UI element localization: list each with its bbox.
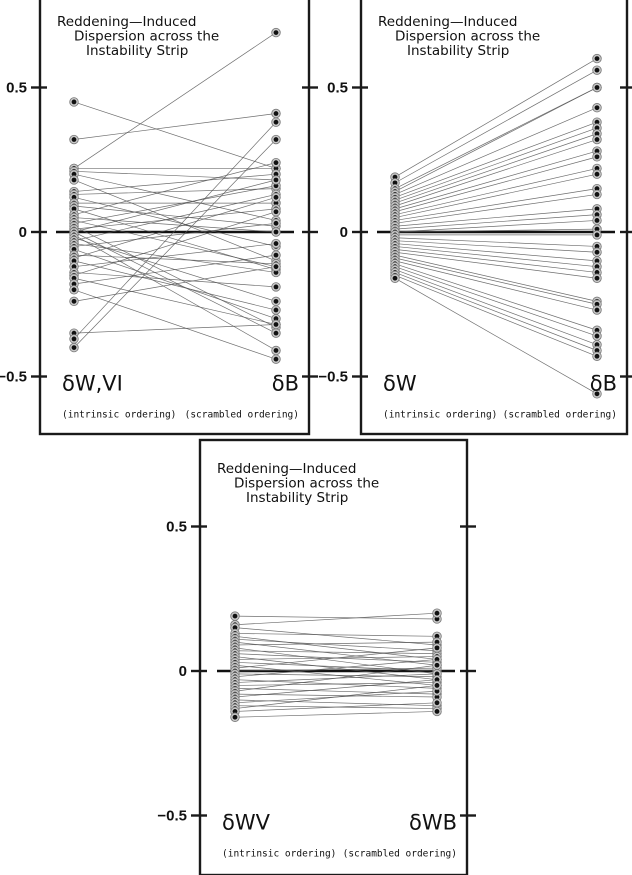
y-tick-label: 0 [19, 224, 27, 241]
connector-lines [234, 612, 438, 718]
plot-frame [359, 0, 629, 436]
right-column-label: δWB [409, 811, 457, 835]
chart-title-line: Dispersion across the [74, 29, 219, 45]
intrinsic-ordering-label: (intrinsic ordering) [62, 410, 176, 421]
connector-lines [394, 58, 598, 395]
y-tick-label: 0 [179, 663, 187, 680]
chart-title-line: Dispersion across the [234, 476, 379, 492]
plot-frame [38, 0, 311, 436]
data-points [390, 53, 602, 399]
y-tick-label: 0.5 [166, 519, 187, 536]
y-tick-label: −0.5 [318, 369, 348, 386]
chart-title-line: Reddening—Induced [57, 14, 196, 30]
y-tick-label: 0.5 [327, 80, 348, 97]
chart-title-line: Instability Strip [407, 43, 509, 59]
data-points [69, 27, 281, 364]
y-tick-label: 0 [340, 224, 348, 241]
chart-title-line: Instability Strip [246, 490, 348, 506]
chart-title-line: Reddening—Induced [217, 461, 356, 477]
scrambled-ordering-label: (scrambled ordering) [343, 849, 457, 860]
scrambled-ordering-label: (scrambled ordering) [185, 410, 299, 421]
right-column-label: δB [272, 372, 299, 396]
scrambled-ordering-label: (scrambled ordering) [503, 410, 617, 421]
intrinsic-ordering-label: (intrinsic ordering) [222, 849, 336, 860]
left-column-label: δW,VI [62, 372, 123, 396]
chart-title-line: Reddening—Induced [378, 14, 517, 30]
y-tick-label: −0.5 [0, 369, 27, 386]
y-tick-label: 0.5 [6, 80, 27, 97]
left-column-label: δW [383, 372, 417, 396]
left-column-label: δWV [222, 811, 271, 835]
chart-title-line: Instability Strip [86, 43, 188, 59]
y-tick-label: −0.5 [157, 808, 187, 825]
right-column-label: δB [590, 372, 617, 396]
intrinsic-ordering-label: (intrinsic ordering) [383, 410, 497, 421]
data-points [230, 608, 442, 722]
chart-title-line: Dispersion across the [395, 29, 540, 45]
plot-frame [198, 438, 469, 875]
connector-lines [73, 32, 277, 360]
